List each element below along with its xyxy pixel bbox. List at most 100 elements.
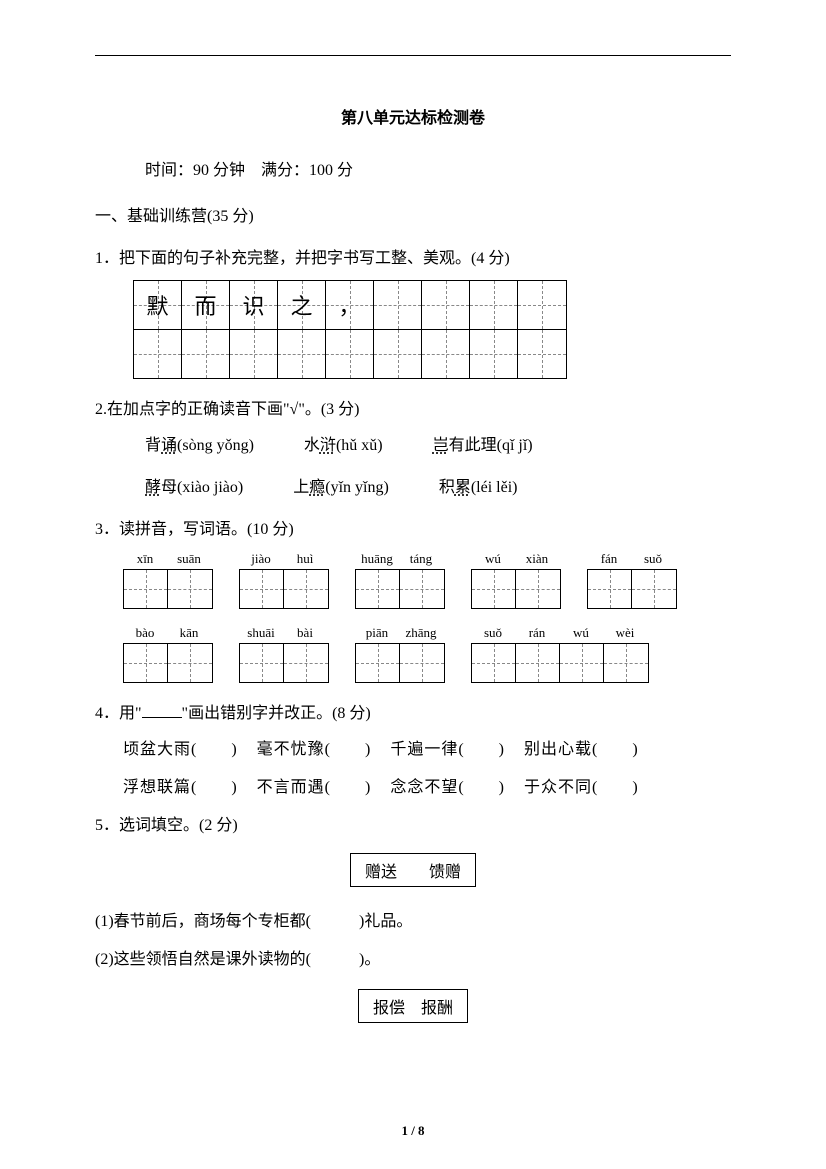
writing-cell: 识 (230, 281, 278, 329)
top-rule (95, 55, 731, 56)
pinyin-cell (356, 644, 400, 682)
writing-cell: 之 (278, 281, 326, 329)
pinyin-box: piānzhāng (355, 625, 445, 683)
q5-sub-1: (1)春节前后，商场每个专柜都( )礼品。 (95, 907, 731, 931)
writing-cell (230, 330, 278, 378)
question-1-text: 1．把下面的句子补充完整，并把字书写工整、美观。(4 分) (95, 244, 731, 268)
q2-item: 水浒(hǔ xǔ) (304, 431, 383, 455)
question-2-text: 2.在加点字的正确读音下画"√"。(3 分) (95, 395, 731, 419)
pinyin-cell (168, 644, 212, 682)
q4-item: 千遍一律( ) (390, 735, 505, 759)
writing-cell (470, 281, 518, 329)
pinyin-label: zhāng (399, 625, 443, 641)
writing-cell (518, 281, 566, 329)
pinyin-cell (400, 644, 444, 682)
writing-grid-row-2 (134, 330, 566, 378)
pinyin-box: wúxiàn (471, 551, 561, 609)
q2-item: 背诵(sòng yǒng) (145, 431, 254, 455)
pinyin-cell (516, 644, 560, 682)
pinyin-box: shuāibài (239, 625, 329, 683)
writing-cell (374, 281, 422, 329)
q3-row-1: xīnsuān jiàohuì huāngtáng wúxiàn fánsuǒ (123, 551, 731, 609)
pinyin-cell (516, 570, 560, 608)
q2-item: 上瘾(yǐn yǐng) (293, 473, 389, 497)
writing-cell (326, 330, 374, 378)
pinyin-label: bào (123, 625, 167, 641)
writing-cell: ， (326, 281, 374, 329)
pinyin-label: suān (167, 551, 211, 567)
pinyin-cell (240, 570, 284, 608)
time-score-line: 时间：90 分钟 满分：100 分 (95, 156, 731, 180)
writing-cell: 默 (134, 281, 182, 329)
document-title: 第八单元达标检测卷 (95, 104, 731, 128)
pinyin-cell (400, 570, 444, 608)
q2-item: 酵母(xiào jiào) (145, 473, 243, 497)
writing-grid-row-1: 默 而 识 之 ， (134, 281, 566, 330)
pinyin-label: wú (471, 551, 515, 567)
page-number: 1 / 8 (0, 1123, 826, 1139)
q4-item: 别出心载( ) (524, 735, 639, 759)
question-3: 3．读拼音，写词语。(10 分) xīnsuān jiàohuì huāngtáng… (95, 515, 731, 683)
word-choice-box: 赠送 馈赠 (350, 853, 476, 887)
writing-cell: 而 (182, 281, 230, 329)
pinyin-label: wú (559, 625, 603, 641)
q5-sub-2: (2)这些领悟自然是课外读物的( )。 (95, 945, 731, 969)
pinyin-box: xīnsuān (123, 551, 213, 609)
writing-cell (134, 330, 182, 378)
pinyin-label: táng (399, 551, 443, 567)
pinyin-cell (632, 570, 676, 608)
writing-cell (182, 330, 230, 378)
word-choice-box: 报偿 报酬 (358, 989, 468, 1023)
question-1: 1．把下面的句子补充完整，并把字书写工整、美观。(4 分) 默 而 识 之 ， (95, 244, 731, 379)
pinyin-label: xīn (123, 551, 167, 567)
pinyin-cell (124, 570, 168, 608)
pinyin-label: jiào (239, 551, 283, 567)
pinyin-label: fán (587, 551, 631, 567)
q3-row-2: bàokān shuāibài piānzhāng suǒránwúwèi (123, 625, 731, 683)
pinyin-box: jiàohuì (239, 551, 329, 609)
pinyin-box: bàokān (123, 625, 213, 683)
question-2: 2.在加点字的正确读音下画"√"。(3 分) 背诵(sòng yǒng) 水浒(… (95, 395, 731, 497)
pinyin-label: suǒ (631, 551, 675, 567)
pinyin-cell (284, 644, 328, 682)
writing-cell (374, 330, 422, 378)
q4-item: 念念不望( ) (390, 773, 505, 797)
pinyin-cell (168, 570, 212, 608)
pinyin-cell (356, 570, 400, 608)
pinyin-label: suǒ (471, 625, 515, 641)
q4-item: 顷盆大雨( ) (123, 735, 238, 759)
pinyin-label: xiàn (515, 551, 559, 567)
pinyin-cell (284, 570, 328, 608)
question-4: 4．用""画出错别字并改正。(8 分) 顷盆大雨( ) 毫不忧豫( ) 千遍一律… (95, 699, 731, 797)
writing-grid: 默 而 识 之 ， (133, 280, 567, 379)
question-5: 5．选词填空。(2 分) 赠送 馈赠 (1)春节前后，商场每个专柜都( )礼品。… (95, 811, 731, 1029)
pinyin-label: bài (283, 625, 327, 641)
pinyin-cell (124, 644, 168, 682)
section-1-heading: 一、基础训练营(35 分) (95, 202, 731, 226)
question-3-text: 3．读拼音，写词语。(10 分) (95, 515, 731, 539)
pinyin-cell (604, 644, 648, 682)
pinyin-box: suǒránwúwèi (471, 625, 649, 683)
question-5-text: 5．选词填空。(2 分) (95, 811, 731, 835)
pinyin-cell (472, 644, 516, 682)
q4-item: 毫不忧豫( ) (257, 735, 372, 759)
q2-item: 岂有此理(qǐ jǐ) (433, 431, 533, 455)
pinyin-label: piān (355, 625, 399, 641)
writing-cell (518, 330, 566, 378)
writing-cell (470, 330, 518, 378)
q2-item: 积累(léi lěi) (439, 473, 518, 497)
q4-row-1: 顷盆大雨( ) 毫不忧豫( ) 千遍一律( ) 别出心载( ) (95, 735, 731, 759)
writing-cell (278, 330, 326, 378)
pinyin-cell (588, 570, 632, 608)
pinyin-label: wèi (603, 625, 647, 641)
writing-cell (422, 330, 470, 378)
pinyin-label: huāng (355, 551, 399, 567)
pinyin-label: rán (515, 625, 559, 641)
pinyin-cell (472, 570, 516, 608)
pinyin-label: kān (167, 625, 211, 641)
pinyin-box: huāngtáng (355, 551, 445, 609)
pinyin-label: shuāi (239, 625, 283, 641)
writing-cell (422, 281, 470, 329)
q4-item: 不言而遇( ) (257, 773, 372, 797)
pinyin-cell (560, 644, 604, 682)
